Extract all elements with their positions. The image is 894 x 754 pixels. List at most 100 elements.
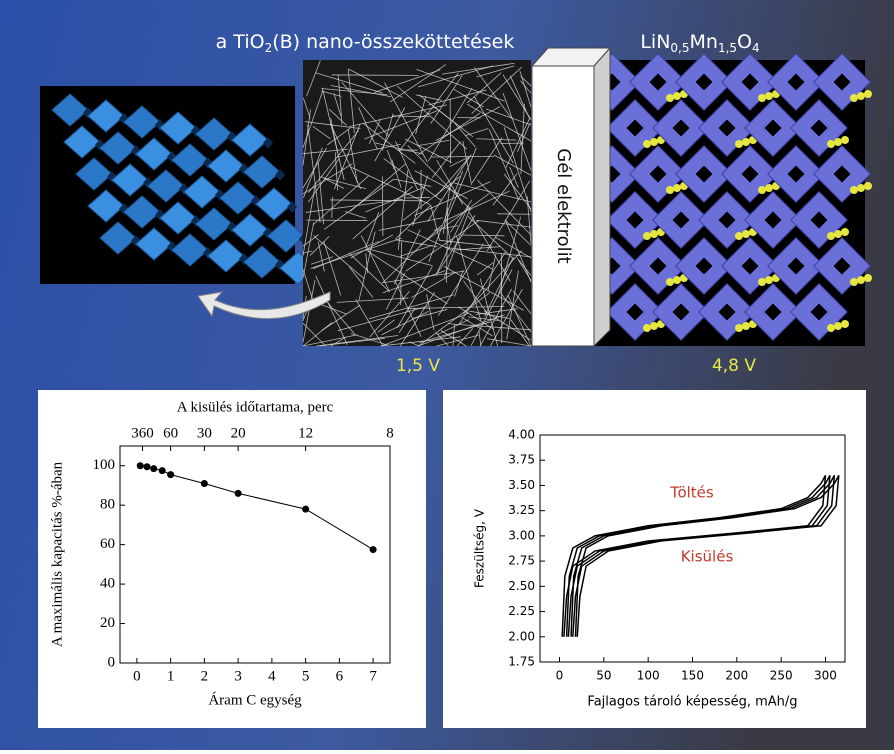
y-tick-label: 0 xyxy=(108,654,116,670)
y-tick-label: 3.00 xyxy=(508,528,535,542)
lithium-atom xyxy=(765,92,773,100)
annotation: Töltés xyxy=(669,484,714,502)
label-part: a TiO xyxy=(216,31,265,53)
label-part: O xyxy=(737,31,752,53)
y-tick-label: 3.50 xyxy=(508,478,535,492)
lithium-atom xyxy=(827,324,835,332)
y-tick-label: 2.75 xyxy=(508,554,535,568)
figure: Gél elektrolit a TiO2(B) nano-összekötte… xyxy=(0,0,894,750)
lithium-atom xyxy=(834,138,842,146)
lithium-atom xyxy=(643,324,651,332)
y-tick-label: 20 xyxy=(100,615,115,631)
wire xyxy=(382,176,383,236)
lithium-atom xyxy=(758,278,766,286)
lithium-atom xyxy=(673,276,681,284)
data-point xyxy=(235,490,242,497)
data-point xyxy=(201,480,208,487)
wire xyxy=(332,197,333,218)
y-tick-label: 60 xyxy=(100,536,115,552)
lithium-atom xyxy=(850,278,858,286)
lithium-atom xyxy=(864,90,872,98)
x-tick-label: 0 xyxy=(556,669,564,683)
y-tick-label: 2.00 xyxy=(508,629,535,643)
data-point xyxy=(302,506,309,513)
lithium-atom xyxy=(735,232,743,240)
lithium-atom xyxy=(827,140,835,148)
y-tick-label: 2.25 xyxy=(508,604,535,618)
x-tick-label: 7 xyxy=(369,668,377,684)
x-tick-label: 100 xyxy=(637,669,660,683)
data-point xyxy=(167,471,174,478)
data-point xyxy=(137,462,144,469)
y-axis-label: A maximális kapacitás %-ában xyxy=(49,461,65,647)
header-left-label: a TiO2(B) nano-összeköttetések xyxy=(216,31,515,55)
y-tick-label: 100 xyxy=(93,457,116,473)
lithium-atom xyxy=(850,94,858,102)
data-point xyxy=(159,467,166,474)
x2-tick-label: 12 xyxy=(298,425,313,441)
x-tick-label: 1 xyxy=(167,668,175,684)
lithium-atom xyxy=(857,276,865,284)
lithium-atom xyxy=(841,228,849,236)
x-tick-label: 300 xyxy=(814,669,837,683)
lithium-atom xyxy=(765,276,773,284)
label-part: Mn xyxy=(690,31,718,53)
x2-tick-label: 30 xyxy=(197,425,212,441)
lithium-atom xyxy=(742,138,750,146)
x-tick-label: 6 xyxy=(336,668,344,684)
y-tick-label: 3.75 xyxy=(508,453,535,467)
lithium-atom xyxy=(650,230,658,238)
lithium-atom xyxy=(834,230,842,238)
subscript: 1,5 xyxy=(718,41,737,55)
data-point xyxy=(150,465,157,472)
lithium-atom xyxy=(864,182,872,190)
gel-box-side xyxy=(594,48,610,346)
gel-label: Gél elektrolit xyxy=(553,148,574,263)
lithium-atom xyxy=(742,230,750,238)
header-right-label: LiN0,5Mn1,5O4 xyxy=(640,31,759,55)
subscript: 0,5 xyxy=(670,41,689,55)
x-tick-label: 0 xyxy=(133,668,141,684)
lithium-atom xyxy=(643,140,651,148)
lithium-atom xyxy=(673,184,681,192)
x-tick-label: 3 xyxy=(234,668,242,684)
voltage-label: 4,8 V xyxy=(712,356,756,376)
x-tick-label: 50 xyxy=(596,669,611,683)
lithium-atom xyxy=(650,138,658,146)
lithium-atom xyxy=(864,274,872,282)
subscript: 4 xyxy=(752,41,760,55)
y-tick-label: 1.75 xyxy=(508,655,535,669)
data-point xyxy=(370,546,377,553)
label-part: (B) nano-összeköttetések xyxy=(272,31,514,53)
lithium-atom xyxy=(841,320,849,328)
lithium-atom xyxy=(666,278,674,286)
x2-tick-label: 20 xyxy=(231,425,246,441)
x-tick-label: 150 xyxy=(681,669,704,683)
x2-tick-label: 8 xyxy=(386,425,394,441)
x-axis-label: Áram C egység xyxy=(208,691,302,708)
x-tick-label: 250 xyxy=(770,669,793,683)
y-tick-label: 4.00 xyxy=(508,428,535,442)
annotation: Kisülés xyxy=(681,548,734,566)
y-tick-label: 2.50 xyxy=(508,579,535,593)
lithium-atom xyxy=(758,186,766,194)
lithium-atom xyxy=(841,136,849,144)
y-tick-label: 40 xyxy=(100,576,115,592)
lithium-atom xyxy=(643,232,651,240)
label-part: LiN xyxy=(640,31,670,53)
subscript: 2 xyxy=(265,41,273,55)
lithium-atom xyxy=(827,232,835,240)
lithium-atom xyxy=(857,184,865,192)
lithium-atom xyxy=(850,186,858,194)
lithium-atom xyxy=(758,94,766,102)
lithium-atom xyxy=(735,324,743,332)
lithium-atom xyxy=(735,140,743,148)
x-tick-label: 200 xyxy=(725,669,748,683)
x-tick-label: 2 xyxy=(201,668,209,684)
lithium-atom xyxy=(742,322,750,330)
y-tick-label: 80 xyxy=(100,497,115,513)
lithium-atom xyxy=(673,92,681,100)
lithium-atom xyxy=(666,186,674,194)
lithium-atom xyxy=(765,184,773,192)
lithium-atom xyxy=(650,322,658,330)
